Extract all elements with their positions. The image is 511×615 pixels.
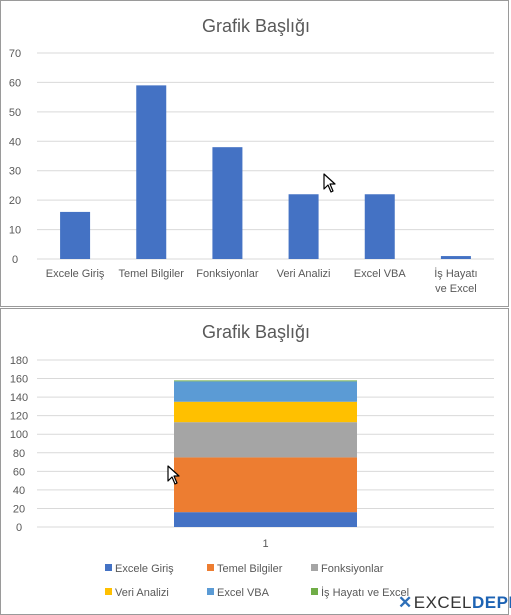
x-category-label: Excele Giriş [46,268,105,280]
stacked-segment[interactable] [174,381,357,402]
legend-label: Temel Bilgiler [217,563,283,575]
y-axis-tick-labels: 0 10 20 30 40 50 60 70 [9,48,21,266]
stacked-segment[interactable] [174,457,357,513]
x-axis-category-labels: Excele Giriş Temel Bilgiler Fonksiyonlar Ve… [46,267,478,295]
mouse-pointer-icon [323,173,336,193]
chart-title: Grafik Başlığı [202,322,310,342]
y-tick-label: 60 [9,77,21,89]
gridlines [37,52,494,260]
bar[interactable] [288,194,319,259]
y-tick-label: 160 [10,374,28,386]
bar[interactable] [60,211,91,259]
y-tick-label: 40 [13,485,25,497]
bar[interactable] [212,147,243,259]
stacked-segment[interactable] [174,422,357,458]
x-category-label: Excel VBA [354,268,407,280]
y-tick-label: 100 [10,429,28,441]
legend-swatch [105,588,112,595]
x-category-label: 1 [262,538,268,550]
legend-label: Fonksiyonlar [321,563,384,575]
legend-label: Veri Analizi [115,587,169,599]
chart-panel-top[interactable]: Grafik Başlığı 0 10 20 30 40 50 60 70 Excele Gi… [0,0,509,307]
y-tick-label: 20 [9,195,21,207]
stacked-segment[interactable] [174,512,357,527]
legend-label: İş Hayatı ve Excel [321,586,409,599]
x-axis-category-labels: 1 [262,538,268,550]
x-category-label: Temel Bilgiler [119,268,185,280]
y-tick-label: 120 [10,411,28,423]
legend-label: Excel VBA [217,587,270,599]
mouse-pointer-icon [167,465,180,485]
bars [60,85,471,259]
legend-swatch [105,564,112,571]
y-tick-label: 0 [12,254,18,266]
chart-panel-bottom[interactable]: Grafik Başlığı 0 20 40 60 80 100 120 140 160 180 … [0,308,509,615]
x-category-label: İş Hayatı ve Excel [434,267,477,295]
bar[interactable] [440,256,471,259]
y-axis-tick-labels: 0 20 40 60 80 100 120 140 160 180 [10,355,28,534]
y-tick-label: 0 [16,522,22,534]
y-tick-label: 140 [10,392,28,404]
legend-swatch [207,564,214,571]
watermark-suffix: DEPRO [472,593,511,612]
stacked-bar-chart: Grafik Başlığı 020406080100120140160180 … [10,322,494,599]
y-tick-label: 30 [9,166,21,178]
y-tick-label: 70 [9,48,21,60]
legend: Excele Giriş Temel Bilgiler Fonksiyonlar Ve… [105,563,409,599]
bar-chart-top: Grafik Başlığı 0 10 20 30 40 50 60 70 Excele Gi… [9,16,494,295]
y-tick-label: 80 [13,448,25,460]
stacked-segment[interactable] [174,380,357,382]
bar[interactable] [364,194,395,259]
legend-swatch [311,564,318,571]
x-category-label: Fonksiyonlar [196,268,259,280]
legend-label: Excele Giriş [115,563,174,575]
y-tick-label: 180 [10,355,28,367]
x-category-label: Veri Analizi [277,268,331,280]
y-tick-label: 40 [9,136,21,148]
excel-depro-watermark: ✕ EXCEL DEPRO [398,592,511,614]
y-tick-label: 50 [9,107,21,119]
watermark-logo-icon: ✕ [398,593,413,612]
bar[interactable] [136,85,167,259]
stacked-segment[interactable] [174,401,357,423]
y-tick-label: 60 [13,466,25,478]
y-tick-label: 10 [9,225,21,237]
legend-swatch [207,588,214,595]
chart-title: Grafik Başlığı [202,16,310,36]
stacked-segments [174,380,357,527]
watermark-prefix: EXCEL [413,593,472,612]
legend-swatch [311,588,318,595]
y-tick-label: 20 [13,503,25,515]
